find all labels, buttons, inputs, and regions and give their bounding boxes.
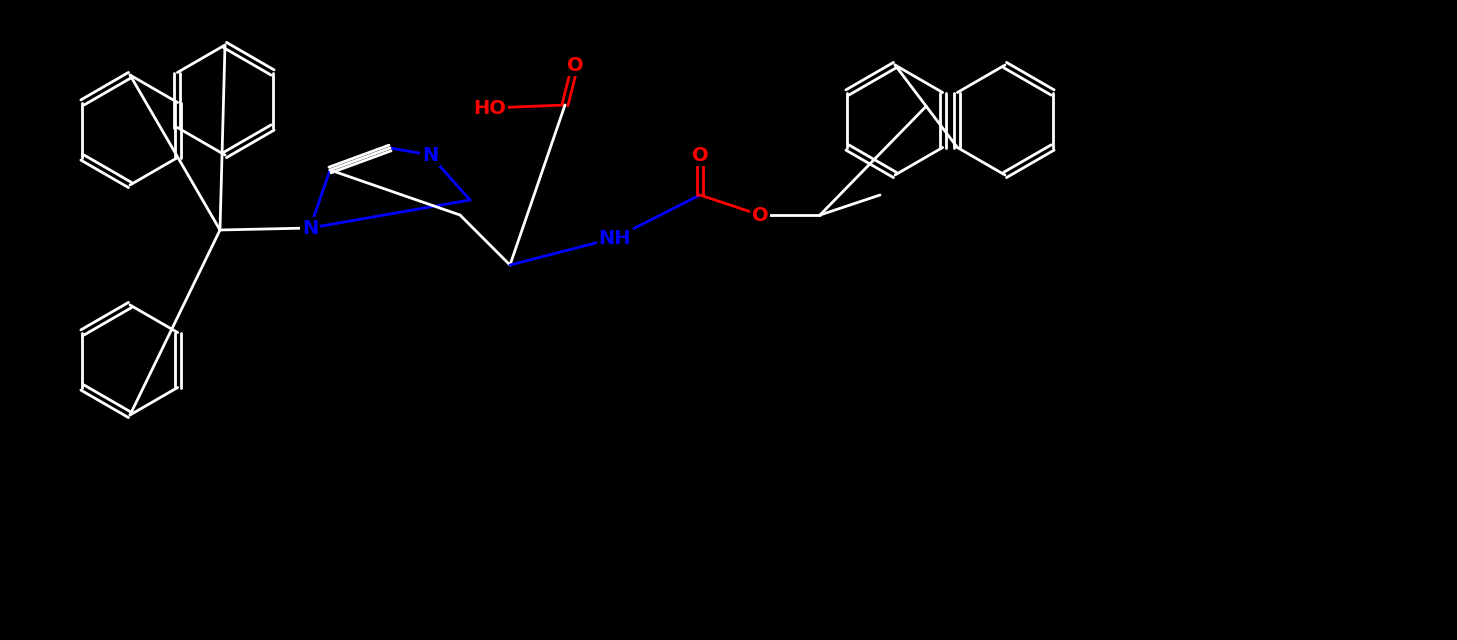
Text: N: N xyxy=(302,218,318,237)
Text: O: O xyxy=(567,56,583,74)
Text: HO: HO xyxy=(474,99,507,118)
Text: NH: NH xyxy=(599,228,631,248)
Text: N: N xyxy=(423,145,439,164)
Text: O: O xyxy=(752,205,768,225)
Text: O: O xyxy=(692,145,708,164)
